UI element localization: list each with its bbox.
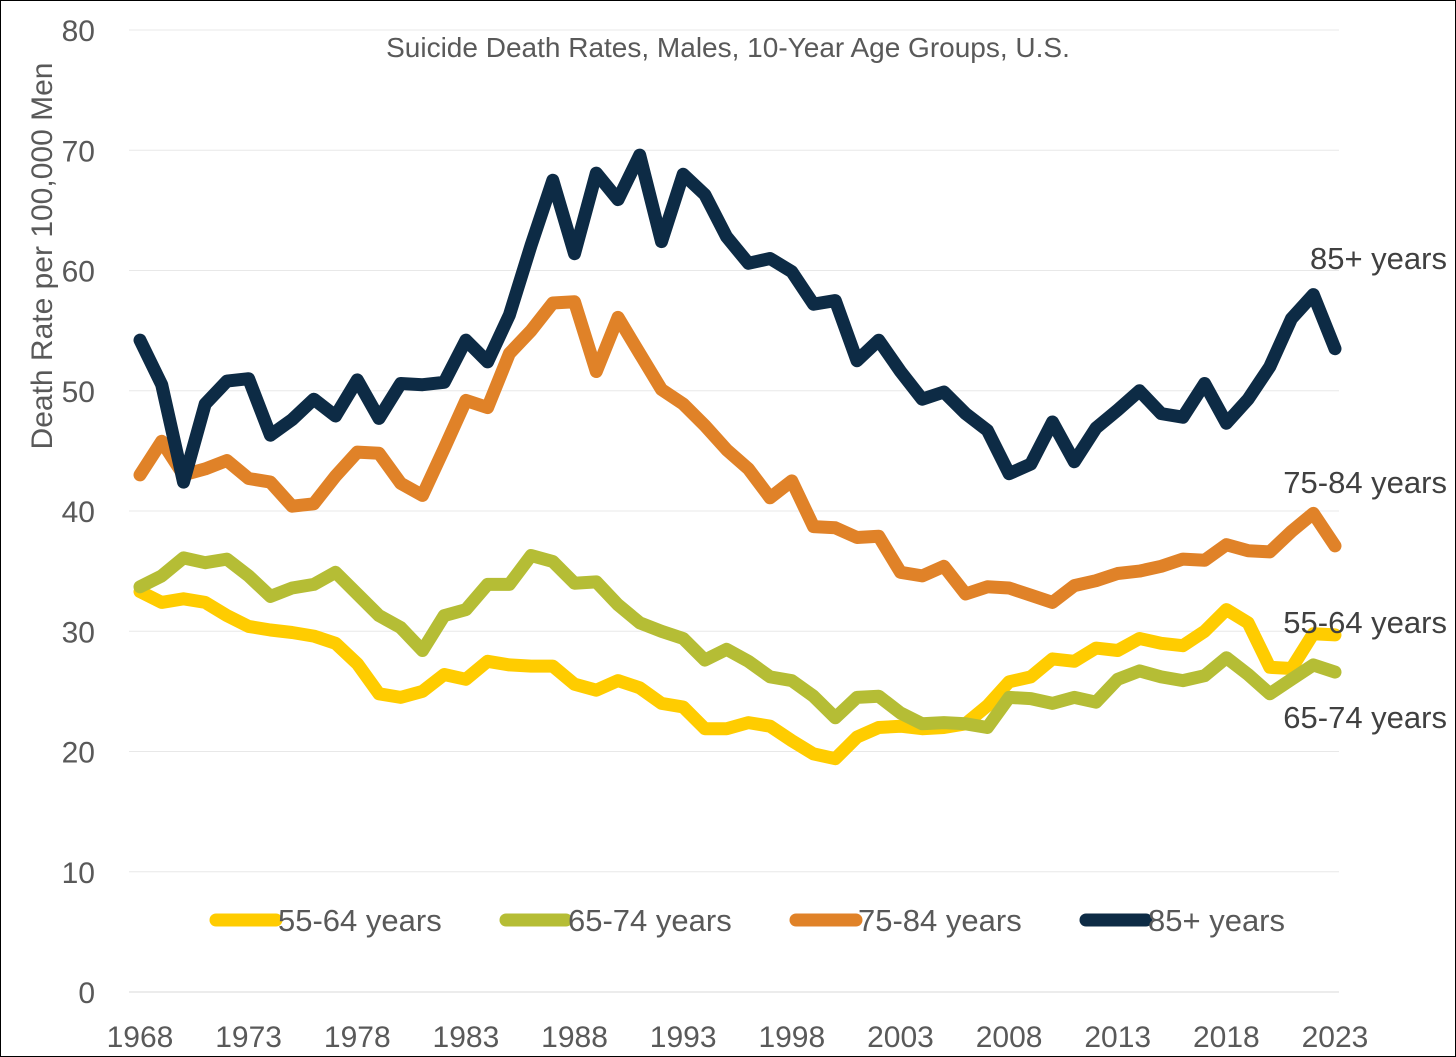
y-tick-label: 80 [62, 15, 95, 48]
series-end-label: 75-84 years [1283, 465, 1447, 500]
legend-label: 65-74 years [568, 903, 732, 938]
legend-item: 65-74 years [499, 903, 732, 938]
y-tick-label: 0 [78, 977, 95, 1010]
series-line-85-years [133, 148, 1342, 489]
series-end-label: 85+ years [1310, 241, 1447, 276]
x-tick-label: 2023 [1302, 1021, 1369, 1054]
y-axis-title: Death Rate per 100,000 Men [26, 63, 59, 450]
series-line-55-64-years [133, 585, 1342, 766]
legend: 55-64 years 65-74 years 75-84 years 85+ yea… [209, 903, 1285, 938]
y-axis-ticks: 0 10 20 30 40 50 60 70 80 [62, 15, 95, 1010]
x-tick-label: 1983 [433, 1021, 500, 1054]
x-tick-label: 1978 [324, 1021, 391, 1054]
legend-item: 85+ years [1079, 903, 1285, 938]
x-tick-label: 2003 [867, 1021, 934, 1054]
x-tick-label: 2013 [1084, 1021, 1151, 1054]
y-tick-label: 30 [62, 616, 95, 649]
x-tick-label: 2008 [976, 1021, 1043, 1054]
legend-label: 85+ years [1148, 903, 1285, 938]
chart-title: Suicide Death Rates, Males, 10-Year Age … [386, 32, 1070, 63]
x-tick-label: 2018 [1193, 1021, 1260, 1054]
x-tick-label: 1998 [758, 1021, 825, 1054]
legend-item: 55-64 years [209, 903, 442, 938]
series-end-label: 65-74 years [1283, 700, 1447, 735]
y-tick-label: 10 [62, 857, 95, 890]
legend-label: 75-84 years [858, 903, 1022, 938]
legend-label: 55-64 years [278, 903, 442, 938]
x-tick-label: 1968 [107, 1021, 174, 1054]
series-lines [133, 148, 1342, 766]
x-axis-ticks: 1968 1973 1978 1983 1988 1993 1998 2003 2008 2013… [107, 1021, 1369, 1054]
gridlines [129, 29, 1339, 993]
x-tick-label: 1988 [541, 1021, 608, 1054]
y-tick-label: 40 [62, 496, 95, 529]
series-end-labels: 85+ years 75-84 years 55-64 years 65-74 yea… [1283, 241, 1447, 735]
y-tick-label: 50 [62, 376, 95, 409]
series-line-75-84-years [133, 295, 1342, 609]
y-tick-label: 20 [62, 737, 95, 770]
y-tick-label: 70 [62, 135, 95, 168]
legend-item: 75-84 years [789, 903, 1022, 938]
x-tick-label: 1973 [215, 1021, 282, 1054]
series-end-label: 55-64 years [1283, 605, 1447, 640]
y-tick-label: 60 [62, 256, 95, 289]
x-tick-label: 1993 [650, 1021, 717, 1054]
series-line-65-74-years [133, 549, 1342, 734]
